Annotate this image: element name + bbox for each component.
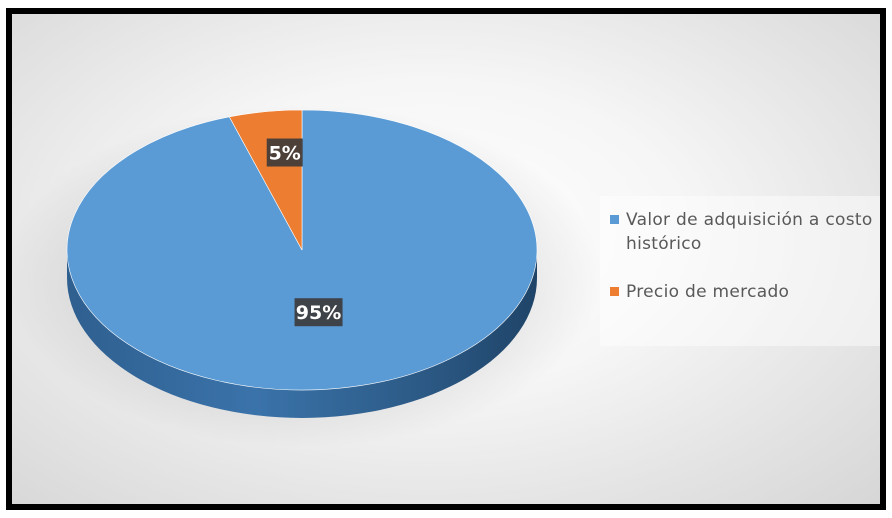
legend-swatch-orange	[610, 287, 619, 296]
data-label-box	[294, 298, 343, 327]
chart-legend: Valor de adquisición a costo histórico P…	[600, 196, 880, 346]
pie-side-wall	[67, 250, 537, 418]
pie-chart: 95% 5%	[12, 104, 602, 448]
chart-frame: 95% 5% Valor de adquisición a costo histó…	[6, 8, 886, 510]
data-labels-group: 95% 5%	[266, 138, 343, 327]
legend-label: Valor de adquisición a costo histórico	[626, 210, 873, 254]
data-label: 95%	[296, 302, 341, 324]
legend-swatch-blue	[610, 215, 619, 224]
pie-slices-group	[66, 109, 538, 418]
legend-label: Precio de mercado	[626, 282, 790, 302]
data-label: 5%	[269, 143, 301, 165]
data-label-box	[266, 138, 303, 167]
